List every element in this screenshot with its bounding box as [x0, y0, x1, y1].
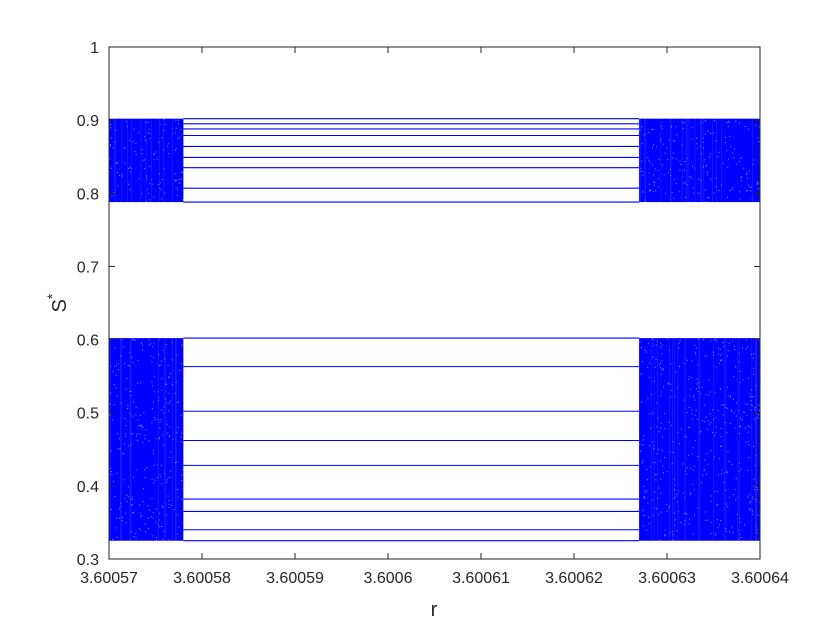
x-tick-label: 3.6006: [364, 570, 413, 587]
x-tick-label: 3.60064: [731, 570, 789, 587]
x-tick-label: 3.60063: [638, 570, 696, 587]
chaotic-streaks: [638, 118, 760, 203]
chaotic-band: [639, 118, 760, 203]
y-axis-ticks: 0.3 0.4 0.5 0.6 0.7 0.8 0.9 1: [77, 40, 760, 569]
svg-text:S*: S*: [44, 293, 71, 312]
x-tick-label: 3.60057: [80, 570, 138, 587]
chaotic-streaks: [113, 118, 173, 203]
periodic-orbit-layer: [183, 118, 640, 542]
chaotic-scatter-layer: [109, 118, 761, 542]
y-axis-label: S*: [44, 293, 71, 312]
y-tick-label: 1: [90, 40, 99, 57]
y-tick-label: 0.3: [77, 552, 99, 569]
x-axis-label: r: [431, 599, 438, 621]
chaotic-band: [109, 338, 184, 541]
y-tick-label: 0.6: [77, 333, 99, 350]
plot-frame: [108, 46, 761, 560]
x-axis-ticks: 3.60057 3.60058 3.60059 3.6006 3.60061 3.6006…: [80, 47, 789, 587]
x-tick-label: 3.60059: [266, 570, 324, 587]
chaotic-streaks: [651, 338, 757, 541]
chaotic-streaks: [110, 338, 184, 541]
y-tick-label: 0.7: [77, 259, 99, 276]
y-tick-label: 0.9: [77, 113, 99, 130]
y-tick-label: 0.8: [77, 186, 99, 203]
x-tick-label: 3.60061: [452, 570, 510, 587]
y-tick-label: 0.4: [77, 479, 99, 496]
y-axis-label-superscript: *: [44, 293, 60, 299]
y-tick-label: 0.5: [77, 406, 99, 423]
chaotic-band: [109, 118, 184, 203]
x-tick-label: 3.60058: [173, 570, 231, 587]
y-axis-label-base: S: [49, 299, 71, 312]
x-tick-label: 3.60062: [545, 570, 603, 587]
